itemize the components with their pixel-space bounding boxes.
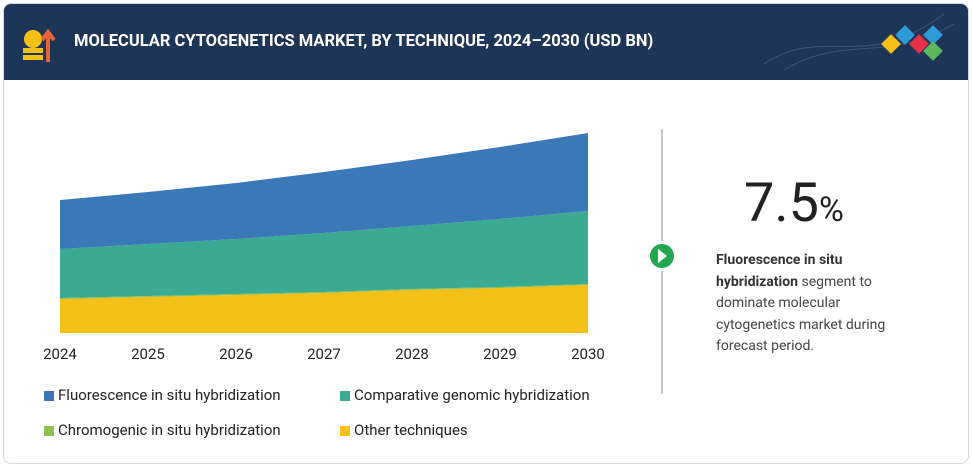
x-tick-label: 2029: [483, 345, 517, 363]
legend-label: Chromogenic in situ hybridization: [58, 421, 281, 439]
description: Fluorescence in situ hybridization segme…: [716, 250, 912, 358]
area: [60, 285, 588, 333]
header-decor: [23, 13, 955, 71]
description-text: segment to dominate molecular cytogeneti…: [716, 273, 886, 355]
header: MOLECULAR CYTOGENETICS MARKET, BY TECHNI…: [4, 4, 968, 80]
x-tick-label: 2027: [307, 345, 341, 363]
legend-swatch: [340, 426, 350, 436]
area: [60, 284, 588, 299]
cagr: 7.5%: [744, 172, 844, 235]
cagr-number: 7.5: [744, 172, 819, 235]
x-tick-label: 2028: [395, 345, 429, 363]
x-tick-label: 2030: [571, 345, 605, 363]
legend-swatch: [44, 426, 54, 436]
x-tick-label: 2025: [131, 345, 165, 363]
x-tick-label: 2024: [43, 345, 77, 363]
x-tick-label: 2026: [219, 345, 253, 363]
legend-swatch: [44, 391, 54, 401]
cagr-unit: %: [818, 190, 844, 230]
area: [60, 211, 588, 298]
card: MOLECULAR CYTOGENETICS MARKET, BY TECHNI…: [3, 3, 969, 464]
play-arrow: [658, 249, 667, 263]
chart: 2024 2025 2026 2027 2028 2029 2030 Fluorescence…: [43, 129, 677, 439]
legend-label: Other techniques: [354, 421, 468, 439]
chart-title: MOLECULAR CYTOGENETICS MARKET, BY TECHNI…: [74, 32, 654, 51]
description-bold: Fluorescence in situ hybridization: [716, 252, 843, 290]
legend-label: Comparative genomic hybridization: [354, 386, 590, 404]
area: [60, 133, 588, 249]
legend-swatch: [340, 391, 350, 401]
legend-label: Fluorescence in situ hybridization: [58, 386, 281, 404]
